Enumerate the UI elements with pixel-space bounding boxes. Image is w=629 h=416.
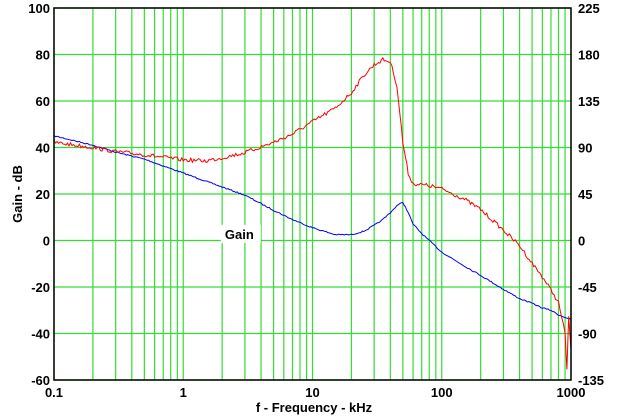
annotation-label: Gain bbox=[225, 227, 254, 242]
right-tick-label: -90 bbox=[578, 327, 597, 342]
left-axis-tick-labels: 100 80 60 40 20 0 -20 -40 -60 bbox=[28, 1, 50, 388]
left-tick-label: 40 bbox=[36, 141, 50, 156]
right-tick-label: 90 bbox=[578, 141, 592, 156]
series-line-gain bbox=[53, 134, 572, 321]
x-tick-label: 0.1 bbox=[45, 385, 63, 400]
left-tick-label: 80 bbox=[36, 48, 50, 63]
x-tick-label: 1 bbox=[180, 385, 187, 400]
left-tick-label: -40 bbox=[31, 327, 50, 342]
plot-frame bbox=[53, 7, 572, 381]
right-tick-label: 180 bbox=[578, 48, 600, 63]
right-tick-label: 225 bbox=[578, 1, 600, 16]
x-tick-label: 10 bbox=[305, 385, 319, 400]
annotation-background bbox=[220, 224, 261, 243]
series-line-phase bbox=[53, 56, 572, 370]
y-axis-title: Gain - dB bbox=[10, 165, 25, 223]
left-tick-label: 20 bbox=[36, 187, 50, 202]
x-axis-tick-labels: 0.1 1 10 100 1000 bbox=[45, 385, 586, 400]
right-tick-label: 45 bbox=[578, 187, 592, 202]
left-tick-label: -20 bbox=[31, 280, 50, 295]
right-tick-label: 0 bbox=[578, 234, 585, 249]
series-annotations: PhaseGain bbox=[220, 224, 261, 243]
x-axis-title: f - Frequency - kHz bbox=[256, 400, 373, 415]
x-tick-label: 100 bbox=[431, 385, 453, 400]
x-tick-label: 1000 bbox=[557, 385, 586, 400]
plot-border bbox=[53, 7, 572, 381]
left-tick-label: -60 bbox=[31, 373, 50, 388]
right-tick-label: 135 bbox=[578, 94, 600, 109]
series-layer bbox=[53, 56, 572, 370]
annotation-gain: Gain bbox=[220, 224, 261, 243]
left-tick-label: 0 bbox=[43, 234, 50, 249]
left-tick-label: 60 bbox=[36, 94, 50, 109]
right-axis-tick-labels: 225 180 135 90 45 0 -45 -90 -135 bbox=[578, 1, 604, 388]
right-tick-label: -135 bbox=[578, 373, 604, 388]
right-tick-label: -45 bbox=[578, 280, 597, 295]
left-tick-label: 100 bbox=[28, 1, 50, 16]
